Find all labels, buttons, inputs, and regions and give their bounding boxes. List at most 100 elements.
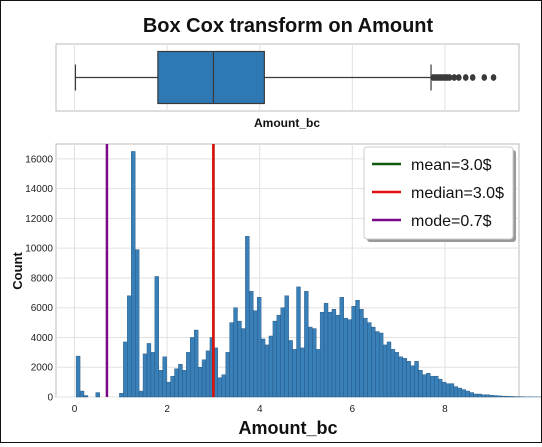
histogram-bar	[481, 395, 485, 397]
histogram-bar	[249, 291, 253, 397]
histogram-bar	[312, 329, 316, 397]
histogram-bar	[367, 323, 371, 397]
histogram-bar	[285, 296, 289, 397]
histogram-bar	[501, 396, 505, 397]
histogram-bar	[222, 375, 226, 397]
histogram-bar	[470, 393, 474, 397]
histogram-bar	[478, 394, 482, 397]
histogram-bar	[344, 318, 348, 397]
histogram-x-tick-label: 2	[164, 404, 170, 415]
histogram-bar	[135, 250, 139, 397]
histogram-x-tick-label: 4	[257, 404, 263, 415]
histogram-bar	[434, 376, 438, 397]
histogram-bar	[407, 361, 411, 397]
histogram-bar	[485, 395, 489, 397]
histogram-x-tick-label: 0	[72, 404, 78, 415]
histogram-bar	[234, 308, 238, 397]
histogram-bar	[269, 336, 273, 397]
histogram-bar	[332, 309, 336, 397]
histogram-bar	[375, 332, 379, 397]
boxplot-box	[158, 52, 264, 104]
histogram-y-tick-label: 10000	[25, 244, 53, 255]
histogram-y-tick-label: 6000	[31, 303, 54, 314]
legend-label: mean=3.0$	[411, 157, 492, 174]
histogram-bar	[261, 339, 265, 397]
histogram-bar	[190, 337, 194, 397]
histogram-bar	[139, 391, 143, 397]
histogram-bar	[399, 357, 403, 397]
histogram-bar	[119, 393, 123, 397]
histogram-bar	[348, 320, 352, 397]
histogram-bar	[253, 311, 257, 397]
histogram-bar	[84, 396, 88, 397]
histogram-bar	[391, 349, 395, 397]
histogram-bar	[363, 318, 367, 397]
boxplot-outlier-point	[481, 74, 487, 81]
histogram-y-tick-label: 12000	[25, 214, 53, 225]
histogram-bar	[493, 396, 497, 397]
histogram-bar	[371, 327, 375, 397]
histogram-bar	[237, 321, 241, 397]
histogram-bar	[277, 315, 281, 397]
histogram-bar	[462, 390, 466, 397]
histogram-bar	[320, 312, 324, 397]
histogram-bar	[143, 354, 147, 397]
boxplot-outlier-point	[491, 74, 497, 81]
histogram-bar	[265, 345, 269, 397]
histogram-bar	[167, 382, 171, 397]
legend: mean=3.0$median=3.0$mode=0.7$	[364, 147, 516, 242]
histogram-bar	[171, 376, 175, 397]
histogram-y-tick-label: 16000	[25, 154, 53, 165]
histogram-y-tick-label: 8000	[31, 273, 54, 284]
histogram-bar	[422, 375, 426, 397]
histogram-bar	[509, 396, 513, 397]
histogram-bar	[497, 396, 501, 397]
histogram-bar	[281, 308, 285, 397]
boxplot-outlier-point	[470, 74, 476, 81]
histogram-bar	[379, 333, 383, 397]
histogram-x-tick-label: 8	[442, 404, 448, 415]
histogram-bar	[430, 376, 434, 397]
histogram-bar	[489, 395, 493, 397]
histogram-bar	[257, 297, 261, 397]
histogram-y-tick-label: 2000	[31, 363, 54, 374]
histogram-bar	[127, 296, 131, 397]
histogram-bar	[155, 276, 159, 397]
histogram-bar	[442, 382, 446, 397]
histogram-bar	[151, 352, 155, 397]
histogram-bar	[387, 342, 391, 397]
histogram-bar	[218, 378, 222, 397]
histogram-bar	[289, 340, 293, 397]
histogram-bar	[426, 373, 430, 397]
boxplot-area	[56, 44, 519, 111]
legend-label: median=3.0$	[411, 185, 504, 202]
histogram-bar	[76, 356, 80, 397]
histogram-y-tick-label: 14000	[25, 184, 53, 195]
histogram-bar	[458, 388, 462, 397]
histogram-bar	[340, 297, 344, 397]
histogram-bar	[505, 396, 509, 397]
histogram-bar	[202, 360, 206, 397]
histogram-bar	[316, 349, 320, 397]
histogram-bar	[131, 151, 135, 397]
histogram-bar	[241, 329, 245, 397]
histogram-bar	[293, 349, 297, 397]
histogram-bar	[438, 379, 442, 397]
histogram-bar	[474, 394, 478, 397]
histogram-bar	[324, 303, 328, 397]
histogram-bar	[359, 309, 363, 397]
histogram-x-label: Amount_bc	[239, 418, 338, 438]
histogram-bar	[383, 345, 387, 397]
histogram-bar	[308, 327, 312, 397]
boxplot-x-label: Amount_bc	[254, 116, 320, 130]
chart-title: Box Cox transform on Amount	[143, 15, 434, 37]
histogram-bar	[182, 370, 186, 397]
histogram-bar	[419, 370, 423, 397]
histogram-bar	[198, 367, 202, 397]
histogram-y-tick-label: 4000	[31, 333, 54, 344]
histogram-bar	[245, 236, 249, 397]
histogram-bar	[328, 312, 332, 397]
histogram-bar	[403, 358, 407, 397]
